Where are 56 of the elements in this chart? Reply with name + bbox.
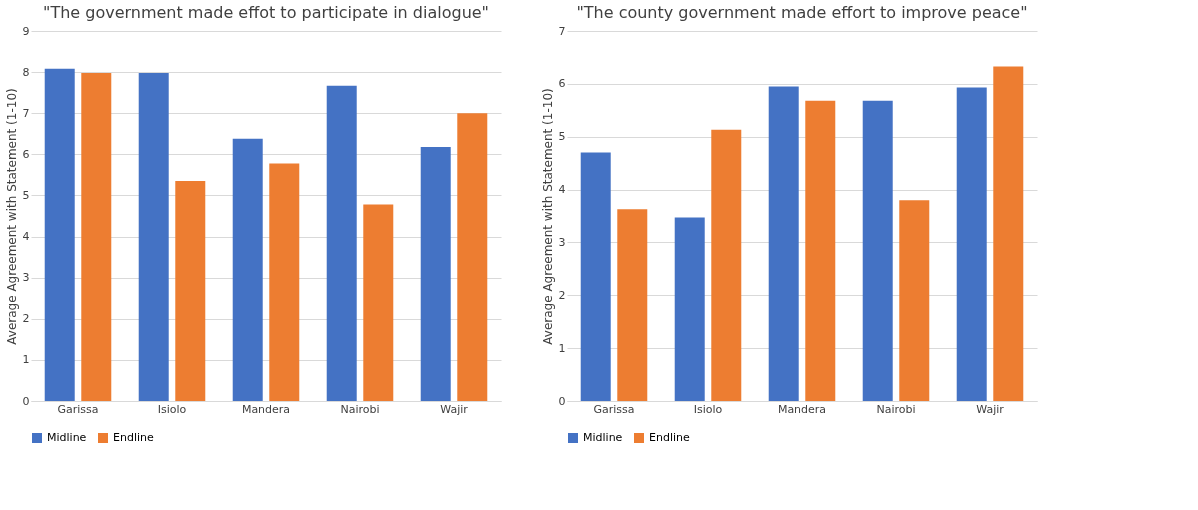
y-axis-title: Average Agreement with Statement (1-10) (4, 88, 19, 345)
x-tick-label: Wajir (440, 402, 469, 416)
bar (175, 181, 206, 401)
y-tick-label: 7 (22, 106, 30, 120)
bar (420, 146, 451, 401)
y-tick-label: 4 (558, 183, 566, 197)
bar (457, 113, 488, 401)
y-tick-label: 2 (558, 288, 566, 302)
y-tick-label: 3 (22, 271, 30, 285)
y-tick-label: 9 (22, 24, 30, 38)
bar (993, 66, 1024, 401)
y-tick-label: 2 (22, 312, 30, 326)
legend-label: Endline (113, 431, 154, 444)
y-tick-label: 1 (558, 341, 566, 355)
bar (232, 138, 263, 401)
x-tick-label: Garissa (593, 402, 635, 416)
y-tick-label: 4 (22, 230, 30, 244)
bar (81, 72, 112, 401)
bar (363, 204, 394, 401)
bar (768, 86, 799, 401)
y-tick-label: 5 (558, 130, 566, 144)
bar (617, 209, 648, 401)
legend-label: Midline (47, 431, 87, 444)
x-tick-label: Mandera (241, 402, 291, 416)
bar (956, 87, 987, 401)
x-tick-label: Nairobi (340, 402, 380, 416)
y-tick-label: 0 (558, 394, 566, 408)
y-tick-label: 6 (558, 77, 566, 91)
x-tick-label: Nairobi (876, 402, 916, 416)
bar (580, 152, 611, 401)
bar (711, 129, 742, 401)
y-tick-label: 8 (22, 65, 30, 79)
y-tick-label: 1 (22, 353, 30, 367)
bar (269, 163, 300, 401)
y-tick-label: 3 (558, 235, 566, 249)
x-tick-label: Isiolo (157, 402, 187, 416)
y-tick-label: 7 (558, 24, 566, 38)
x-tick-label: Garissa (57, 402, 99, 416)
bar (805, 100, 836, 401)
bar (899, 200, 930, 401)
bar (44, 68, 75, 401)
bar (862, 100, 893, 401)
chart-title: "The government made effot to participate in dialogue" (43, 3, 489, 22)
bar (326, 85, 357, 401)
y-tick-label: 5 (22, 188, 30, 202)
chart-title: "The county government made effort to improve peace" (576, 3, 1028, 22)
x-tick-label: Isiolo (693, 402, 723, 416)
y-axis-title: Average Agreement with Statement (1-10) (540, 88, 555, 345)
y-tick-label: 0 (22, 394, 30, 408)
x-tick-label: Wajir (976, 402, 1005, 416)
x-tick-label: Mandera (777, 402, 827, 416)
legend-label: Endline (649, 431, 690, 444)
legend-label: Midline (583, 431, 623, 444)
bar (138, 72, 169, 401)
y-tick-label: 6 (22, 147, 30, 161)
bar (674, 217, 705, 401)
